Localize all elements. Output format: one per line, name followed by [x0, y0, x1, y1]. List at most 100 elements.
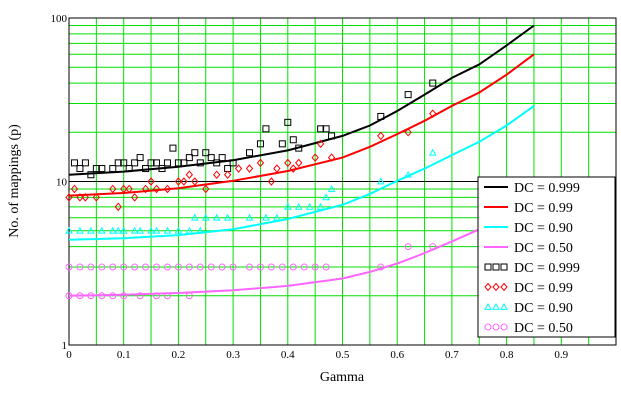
data-point-diamond [377, 131, 385, 141]
data-point-diamond [213, 170, 221, 180]
data-point-diamond [65, 193, 73, 202]
data-point-diamond [256, 158, 265, 168]
x-tick-label: 0.1 [117, 349, 131, 361]
data-point-square [114, 159, 122, 167]
data-point-triangle [190, 213, 199, 221]
data-point-square [404, 91, 412, 99]
x-tick-label: 0.4 [281, 349, 295, 361]
data-point-square [147, 159, 155, 167]
data-point-circle [87, 292, 95, 300]
y-tick-label: 10 [56, 177, 68, 189]
data-point-circle [120, 292, 128, 300]
data-point-square [81, 159, 89, 167]
data-point-triangle [262, 213, 270, 221]
data-point-square [185, 154, 193, 162]
data-point-triangle [327, 184, 336, 192]
data-point-square [158, 165, 166, 173]
data-point-diamond [114, 202, 122, 212]
x-tick-label: 0 [66, 349, 72, 361]
data-point-circle [153, 292, 161, 300]
data-point-circle [404, 243, 412, 251]
y-axis-title: No. of mappings (p) [7, 124, 22, 238]
data-point-diamond [92, 193, 101, 202]
data-point-diamond [130, 193, 139, 202]
data-point-square [229, 159, 237, 167]
data-point-circle [218, 263, 226, 271]
data-point-triangle [404, 170, 412, 178]
data-point-circle [109, 292, 117, 300]
data-point-diamond [492, 282, 500, 292]
data-point-triangle [201, 213, 210, 221]
legend-label: DC = 0.999 [514, 261, 580, 276]
data-point-circle [207, 263, 215, 271]
data-point-circle [377, 263, 385, 271]
data-point-triangle [174, 226, 183, 234]
data-point-triangle [163, 226, 172, 234]
data-point-diamond [223, 170, 232, 180]
data-point-square [120, 159, 128, 167]
x-axis-ticks: 0 0.1 0.2 0.3 0.4 0.5 0.6 0.7 0.8 0.9 [66, 349, 568, 361]
data-point-triangle [65, 226, 73, 234]
data-point-square [328, 132, 336, 140]
x-tick-label: 0.9 [554, 349, 568, 361]
x-tick-label: 0.7 [445, 349, 459, 361]
data-point-diamond [120, 184, 128, 194]
data-point-diamond [327, 153, 336, 162]
data-point-triangle [114, 226, 123, 234]
x-tick-label: 0.3 [226, 349, 240, 361]
series-line [68, 53, 535, 197]
x-tick-label: 0.5 [336, 349, 350, 361]
series-line [68, 105, 535, 241]
data-point-circle [98, 263, 106, 271]
data-point-circle [196, 263, 204, 271]
data-point-circle [76, 263, 84, 271]
data-point-triangle [108, 226, 117, 234]
data-point-square [191, 149, 199, 157]
data-point-triangle [119, 226, 128, 234]
data-point-square [256, 140, 264, 148]
data-point-circle [76, 292, 84, 300]
data-point-diamond [500, 282, 508, 292]
data-point-circle [174, 263, 182, 271]
data-point-square [196, 159, 204, 167]
data-point-circle [109, 263, 117, 271]
data-point-diamond [311, 153, 319, 162]
data-point-square [218, 154, 226, 162]
data-point-square [429, 79, 437, 87]
data-point-square [246, 149, 254, 157]
data-point-square [377, 112, 385, 120]
data-point-square [70, 159, 78, 167]
data-point-circle [429, 243, 437, 251]
data-point-circle [289, 263, 297, 271]
y-axis-ticks: 100 10 1 [51, 13, 68, 352]
series-line [68, 24, 535, 176]
data-point-circle [65, 263, 73, 271]
y-tick-label: 100 [51, 13, 68, 25]
data-point-square [207, 154, 215, 162]
data-point-circle [185, 263, 193, 271]
data-point-square [202, 149, 210, 157]
data-point-square [289, 136, 297, 144]
data-point-diamond [147, 177, 155, 186]
data-point-square [317, 125, 325, 133]
data-point-diamond [234, 164, 243, 173]
data-point-triangle [130, 226, 139, 234]
data-point-triangle [185, 226, 194, 234]
legend-label: DC = 0.999 [514, 181, 580, 196]
data-point-square [295, 144, 303, 152]
data-point-square [174, 159, 182, 167]
data-point-triangle [273, 213, 281, 221]
x-tick-label: 0.8 [500, 349, 514, 361]
data-point-square [322, 125, 330, 133]
data-point-square [262, 125, 270, 133]
data-point-diamond [202, 184, 210, 194]
data-point-triangle [152, 226, 161, 234]
data-point-square [484, 263, 492, 271]
data-point-diamond [180, 177, 188, 186]
data-point-circle [278, 263, 286, 271]
plot-frame [68, 17, 617, 346]
data-point-circle [98, 292, 106, 300]
data-point-square [278, 140, 286, 148]
data-point-square [492, 263, 500, 271]
data-point-circle [153, 263, 161, 271]
